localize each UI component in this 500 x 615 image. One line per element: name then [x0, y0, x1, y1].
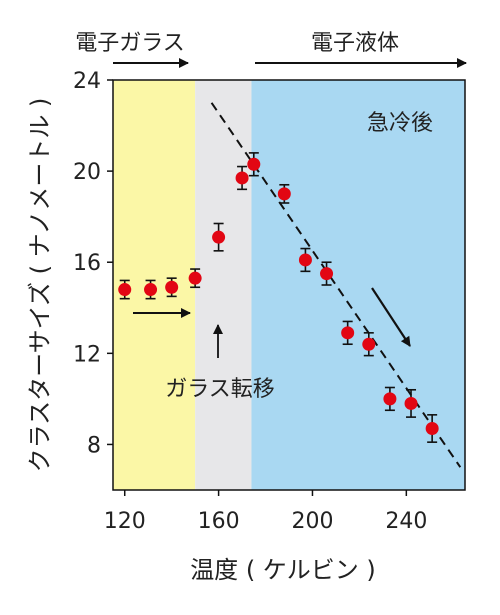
plot-frame [112, 79, 466, 491]
descent-arrow [371, 287, 411, 347]
fit-line-group [210, 102, 462, 468]
data-point-14 [425, 422, 439, 435]
fit-line [210, 102, 462, 468]
background-regions [113, 80, 465, 490]
data-point-13 [404, 396, 418, 410]
x-tick-label-2: 200 [291, 509, 333, 534]
annotation-quench: 急冷後 [367, 111, 433, 136]
x-tick-label-3: 240 [385, 509, 427, 534]
data-point-11 [362, 337, 376, 351]
annotation-transition: ガラス転移 [165, 377, 275, 402]
data-point-9 [320, 267, 334, 281]
data-point-5 [235, 171, 249, 185]
y-tick-label-4: 24 [73, 69, 101, 94]
data-point-3 [188, 271, 202, 285]
data-point-1 [144, 283, 158, 297]
x-axis-ticks: 120 160 200 240 [104, 490, 427, 534]
y-axis-ticks: 8 12 16 20 24 [73, 69, 113, 458]
y-tick-label-0: 8 [87, 433, 101, 458]
region-band-2 [251, 80, 465, 490]
data-point-4 [212, 230, 226, 244]
data-point-6 [247, 157, 261, 171]
x-axis-title: 温度 ( ケルビン ) [190, 556, 376, 584]
region-label-liquid: 電子液体 [311, 31, 399, 56]
data-point-10 [341, 326, 355, 340]
data-points [118, 152, 439, 443]
data-point-0 [118, 283, 132, 297]
x-tick-label-0: 120 [104, 509, 146, 534]
y-tick-label-3: 20 [73, 160, 101, 185]
data-point-8 [298, 253, 312, 267]
data-point-7 [277, 187, 291, 201]
y-tick-label-2: 16 [73, 251, 101, 276]
data-point-12 [383, 392, 397, 406]
data-point-2 [165, 280, 179, 294]
region-band-1 [195, 80, 252, 490]
region-label-glass: 電子ガラス [75, 31, 185, 56]
y-axis-title: クラスターサイズ ( ナノメートル ) [26, 98, 54, 473]
x-tick-label-1: 160 [198, 509, 240, 534]
y-tick-label-1: 12 [73, 342, 101, 367]
